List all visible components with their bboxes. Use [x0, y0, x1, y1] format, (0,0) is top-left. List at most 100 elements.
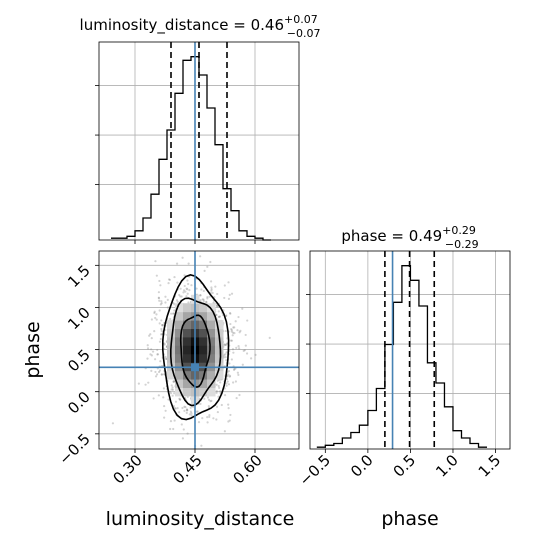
scatter-point: [158, 309, 161, 312]
scatter-point: [241, 307, 244, 310]
scatter-point: [207, 405, 210, 408]
scatter-point: [161, 323, 165, 327]
scatter-point: [227, 407, 230, 410]
scatter-point: [181, 437, 184, 440]
scatter-point: [224, 356, 227, 359]
scatter-point: [238, 347, 241, 350]
scatter-point: [175, 262, 179, 265]
density-cell: [207, 353, 216, 363]
scatter-point: [181, 256, 184, 259]
scatter-point: [268, 336, 271, 339]
scatter-point: [200, 288, 203, 291]
scatter-point: [196, 410, 199, 413]
scatter-point: [167, 398, 170, 401]
contour-line: [179, 314, 211, 388]
scatter-point: [206, 295, 209, 299]
scatter-point: [155, 318, 158, 321]
scatter-point: [183, 274, 186, 277]
scatter-point: [195, 287, 198, 290]
density-cell: [175, 303, 184, 313]
scatter-point: [111, 422, 115, 425]
scatter-point: [179, 295, 182, 298]
scatter-point: [178, 398, 181, 401]
x-tick-label: 0.30: [109, 451, 145, 487]
scatter-point: [220, 403, 223, 407]
scatter-point: [185, 409, 189, 412]
scatter-point: [156, 353, 160, 356]
x-tick-label: 1.5: [475, 451, 505, 481]
scatter-point: [158, 369, 162, 372]
scatter-point: [162, 396, 165, 399]
scatter-point: [237, 344, 240, 348]
density-cell: [199, 328, 208, 338]
scatter-point: [170, 312, 173, 315]
scatter-point: [233, 332, 236, 335]
scatter-point: [173, 275, 176, 279]
scatter-point: [163, 343, 166, 346]
scatter-point: [150, 348, 153, 351]
scatter-point: [170, 388, 173, 391]
scatter-point: [232, 351, 235, 354]
scatter-point: [157, 394, 160, 397]
scatter-point: [223, 430, 226, 433]
scatter-point: [187, 301, 190, 304]
scatter-point: [185, 295, 188, 298]
x-tick-label: 1.0: [432, 451, 462, 481]
panel-2d-density: 0.30 0.45 0.60 −0.5 0.0 0.5 1.0 1.5: [55, 250, 300, 487]
scatter-point: [215, 304, 219, 307]
scatter-point: [202, 300, 206, 303]
scatter-point: [175, 299, 179, 302]
scatter-point: [200, 444, 203, 447]
scatter-point: [215, 383, 218, 386]
density-cell: [207, 320, 216, 330]
scatter-point: [181, 406, 184, 410]
density-cell: [183, 320, 192, 330]
scatter-point: [152, 397, 155, 400]
scatter-point: [153, 310, 156, 313]
scatter-point: [160, 329, 163, 332]
contour-line: [162, 274, 230, 421]
scatter-point: [176, 407, 179, 410]
scatter-point: [154, 260, 157, 263]
scatter-point: [216, 292, 219, 296]
scatter-point: [158, 299, 161, 302]
scatter-point: [203, 269, 206, 272]
scatter-point: [169, 420, 173, 423]
density-cell: [199, 320, 208, 330]
scatter-point: [216, 379, 219, 382]
scatter-point: [223, 296, 226, 300]
scatter-point: [163, 404, 166, 408]
scatter-point: [158, 340, 162, 343]
panel-frame: [309, 250, 511, 450]
scatter-point: [180, 295, 183, 298]
scatter-point: [189, 410, 192, 413]
scatter-point: [146, 357, 149, 360]
scatter-point: [243, 349, 246, 352]
x-axis-label-phase: phase: [381, 508, 438, 530]
scatter-point: [158, 279, 161, 283]
scatter-point: [238, 331, 241, 334]
scatter-point: [167, 278, 171, 281]
scatter-point: [229, 339, 233, 342]
density-cell: [199, 311, 208, 321]
scatter-point: [159, 284, 162, 287]
scatter-point: [230, 339, 234, 342]
scatter-point: [188, 289, 191, 292]
contour-line: [170, 297, 222, 407]
scatter-point: [183, 409, 186, 412]
scatter-point: [187, 282, 190, 286]
scatter-point: [225, 314, 228, 317]
scatter-point: [185, 408, 189, 411]
scatter-point: [227, 383, 231, 386]
scatter-point: [218, 386, 221, 389]
scatter-point: [206, 421, 209, 424]
scatter-point: [150, 369, 153, 372]
scatter-point: [225, 351, 228, 354]
scatter-point: [174, 407, 177, 410]
scatter-point: [199, 294, 202, 297]
scatter-point: [217, 310, 220, 313]
scatter-point: [172, 427, 175, 431]
scatter-point: [150, 318, 153, 321]
scatter-point: [236, 371, 239, 374]
